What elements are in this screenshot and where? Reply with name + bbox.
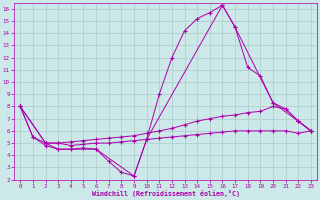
X-axis label: Windchill (Refroidissement éolien,°C): Windchill (Refroidissement éolien,°C)	[92, 190, 240, 197]
